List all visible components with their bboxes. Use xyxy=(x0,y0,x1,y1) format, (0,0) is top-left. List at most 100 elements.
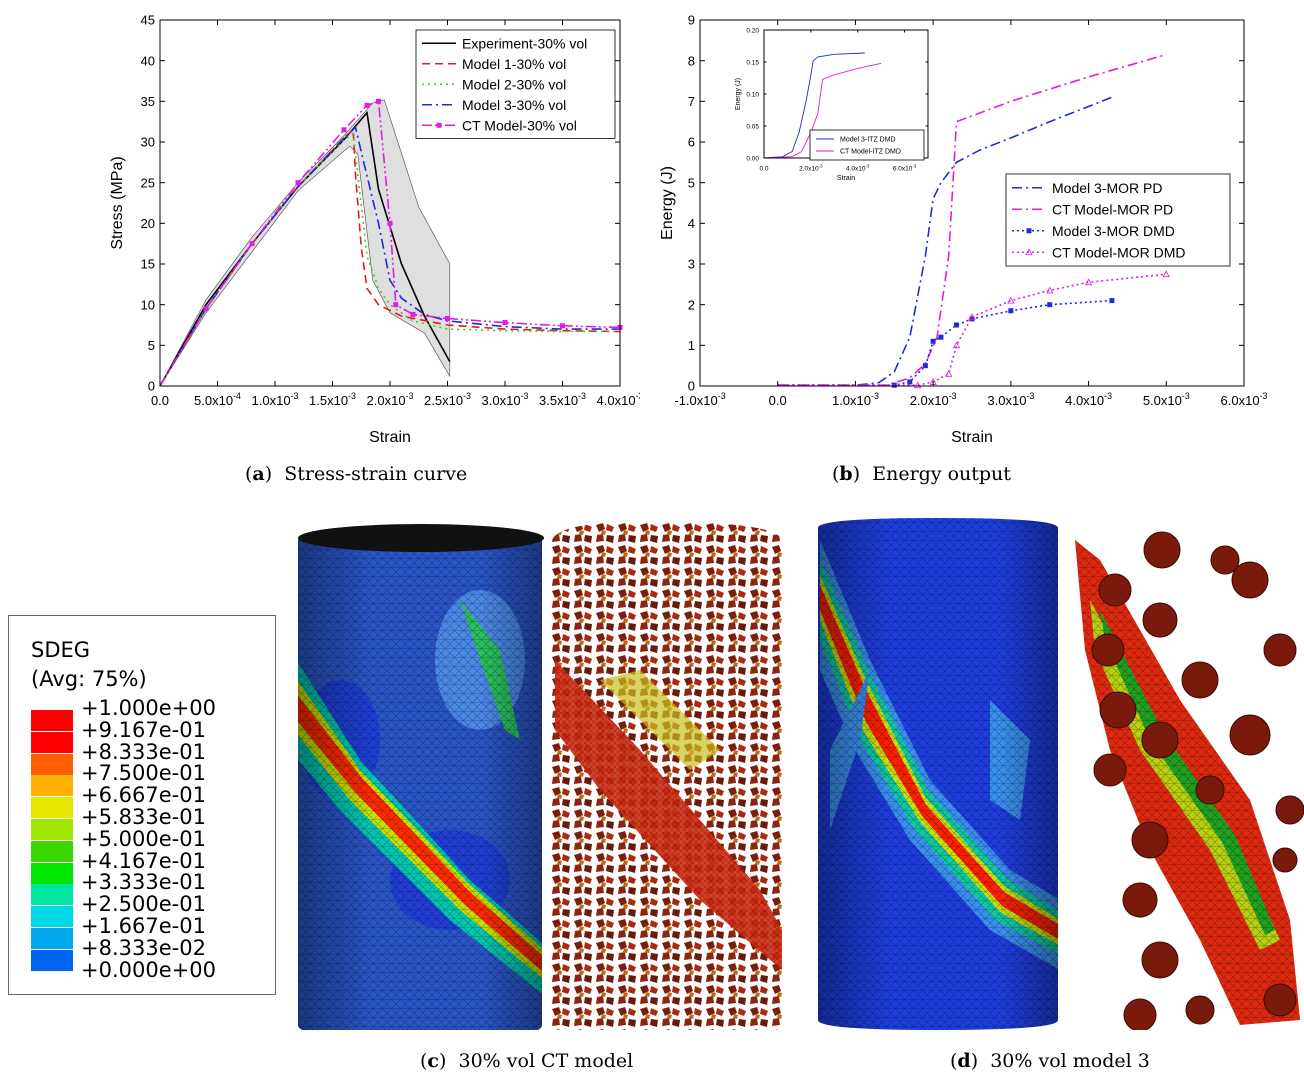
stress-y-tick-label-2: 10 xyxy=(141,297,155,312)
stress-legend-entry-2: Model 1-30% vol xyxy=(462,56,566,72)
energy-legend: Model 3-MOR PD CT Model-MOR PD Model 3-MOR… xyxy=(1005,173,1231,267)
stress-series-5-point-1 xyxy=(203,306,209,312)
sdeg-legend-level-6: +5.000e-01 xyxy=(31,828,281,862)
sdeg-legend-value-6: +5.000e-01 xyxy=(81,826,206,851)
stress-series-5-point-12 xyxy=(560,323,565,329)
energy-x-tick-label-4: 3.0x10-3 xyxy=(987,391,1034,408)
stress-series-5-point-4 xyxy=(341,127,347,133)
stress-series-5-point-6 xyxy=(376,98,381,104)
inset-y-tick-label-3: 0.15 xyxy=(746,59,759,66)
energy-y-tick-label-5: 5 xyxy=(688,175,695,190)
sdeg-legend-value-4: +6.667e-01 xyxy=(81,783,206,808)
inset-series-line-2 xyxy=(763,62,882,159)
energy-x-tick-label-6: 5.0x10-3 xyxy=(1143,391,1190,408)
ct-model-cylinder xyxy=(298,524,544,1030)
sdeg-legend-value-9: +2.500e-01 xyxy=(81,892,206,917)
energy-y-tick-label-4: 4 xyxy=(688,216,695,231)
energy-plot: -1.0x10-3 0.0 1.0x10-3 2.0x10-3 3.0x10-3 4.0x… xyxy=(659,13,1268,446)
stress-legend-entry-4: Model 3-30% vol xyxy=(462,97,566,113)
sdeg-legend-swatch-6 xyxy=(31,840,73,862)
energy-legend-entry-3: Model 3-MOR DMD xyxy=(1052,223,1175,239)
energy-x-tick-label-0: -1.0x10-3 xyxy=(674,391,725,408)
sdeg-legend-level-4: +6.667e-01 xyxy=(31,785,281,819)
energy-series-3-point-6 xyxy=(953,322,959,328)
fe-model-renderings xyxy=(298,518,1304,1030)
stress-x-tick-label-8: 4.0x10-3 xyxy=(597,391,640,408)
sdeg-legend-level-3: +7.500e-01 xyxy=(31,763,281,797)
stress-plot: 0.0 5.0x10-4 1.0x10-3 1.5x10-3 2.0x10-3 2.5x1… xyxy=(109,13,640,446)
sdeg-legend-level-1: +9.167e-01 xyxy=(31,719,281,753)
stress-y-tick-label-6: 30 xyxy=(141,135,155,150)
stress-x-tick-label-0: 0.0 xyxy=(151,393,169,408)
energy-legend-marker-3 xyxy=(1026,228,1032,234)
stress-legend-entry-5: CT Model-30% vol xyxy=(462,117,577,133)
sdeg-legend-swatch-1 xyxy=(31,731,73,753)
energy-x-tick-label-5: 4.0x10-3 xyxy=(1065,391,1112,408)
caption-a: (a) Stress-strain curve xyxy=(245,463,468,485)
inset-x-tick-label-1: 2.0x10-3 xyxy=(799,164,823,173)
energy-series-3-point-3 xyxy=(922,363,928,369)
energy-series-line-4 xyxy=(777,273,1167,386)
energy-legend-entry-2: CT Model-MOR PD xyxy=(1052,201,1173,217)
sdeg-legend-level-2: +8.333e-01 xyxy=(31,741,281,775)
stress-x-tick-label-3: 1.5x10-3 xyxy=(309,391,356,408)
sdeg-legend-swatch-2 xyxy=(31,753,73,775)
energy-series-3-point-10 xyxy=(1109,298,1115,304)
energy-series-3-point-5 xyxy=(938,334,944,340)
stress-series-line-4 xyxy=(159,125,620,387)
stress-x-tick-label-7: 3.5x10-3 xyxy=(539,391,586,408)
energy-series-line-1 xyxy=(777,96,1113,386)
sdeg-legend-swatch-9 xyxy=(31,906,73,928)
energy-x-axis-label: Strain xyxy=(951,429,993,446)
stress-series-5-point-3 xyxy=(295,180,301,186)
stress-x-tick-label-4: 2.0x10-3 xyxy=(367,391,414,408)
sdeg-legend-level-7: +4.167e-01 xyxy=(31,850,281,884)
inset-y-tick-label-0: 0.00 xyxy=(746,155,759,162)
sdeg-legend-value-10: +1.667e-01 xyxy=(81,914,206,938)
sdeg-legend-level-9: +2.500e-01 xyxy=(31,894,281,928)
energy-legend-entry-4: CT Model-MOR DMD xyxy=(1052,244,1186,260)
stress-y-tick-label-5: 25 xyxy=(141,175,155,190)
energy-axes-frame xyxy=(699,19,1245,387)
experiment-scatter-band xyxy=(159,99,451,387)
inset-x-axis-label: Strain xyxy=(837,175,855,182)
sdeg-legend-value-7: +4.167e-01 xyxy=(81,848,206,873)
energy-legend-marker-4 xyxy=(1025,248,1033,256)
caption-b: (b) Energy output xyxy=(832,463,1011,485)
stress-y-tick-label-9: 45 xyxy=(141,13,155,28)
inset-x-tick-label-0: 0.0 xyxy=(759,166,768,173)
sdeg-legend-swatch-8 xyxy=(31,884,73,906)
stress-series-5-point-7 xyxy=(387,220,393,226)
sdeg-legend-swatch-11 xyxy=(31,949,73,971)
energy-series-line-2 xyxy=(777,53,1167,386)
stress-series-line-1 xyxy=(159,110,451,387)
stress-y-tick-label-1: 5 xyxy=(148,338,155,353)
energy-series-4-point-3 xyxy=(945,369,953,377)
inset-y-axis-label: Energy (J) xyxy=(735,78,742,110)
energy-series-3-point-2 xyxy=(907,379,913,385)
energy-series-3-point-9 xyxy=(1047,302,1053,308)
inset-legend: Model 3-ITZ DMD CT Model-ITZ DMD xyxy=(809,129,925,161)
stress-legend-entry-1: Experiment-30% vol xyxy=(462,35,587,51)
energy-series-3-point-8 xyxy=(1008,308,1014,314)
energy-legend-box xyxy=(1005,173,1231,267)
energy-y-tick-label-3: 3 xyxy=(688,257,695,272)
energy-y-tick-label-0: 0 xyxy=(688,379,695,394)
sdeg-legend-swatch-0 xyxy=(31,710,73,731)
energy-x-tick-label-1: 0.0 xyxy=(769,393,787,408)
stress-y-tick-label-7: 35 xyxy=(141,94,155,109)
sdeg-legend-subtitle: (Avg: 75%) xyxy=(31,667,147,691)
sdeg-legend-level-0: +1.000e+00 xyxy=(31,698,281,731)
stress-series-5-point-8 xyxy=(393,302,399,308)
energy-series-3-point-4 xyxy=(930,338,936,344)
energy-y-tick-label-1: 1 xyxy=(688,338,695,353)
stress-y-tick-label-4: 20 xyxy=(141,216,155,231)
energy-y-tick-label-2: 2 xyxy=(688,297,695,312)
sdeg-legend-level-5: +5.833e-01 xyxy=(31,807,281,840)
sdeg-legend-swatch-7 xyxy=(31,862,73,884)
model3-damage-aggregates xyxy=(1075,531,1304,1030)
inset-x-tick-label-2: 4.0x10-3 xyxy=(846,164,870,173)
inset-y-tick-label-2: 0.10 xyxy=(746,91,759,98)
sdeg-legend-value-11: +8.333e-02 xyxy=(81,935,206,960)
energy-series-3-point-7 xyxy=(969,316,975,322)
